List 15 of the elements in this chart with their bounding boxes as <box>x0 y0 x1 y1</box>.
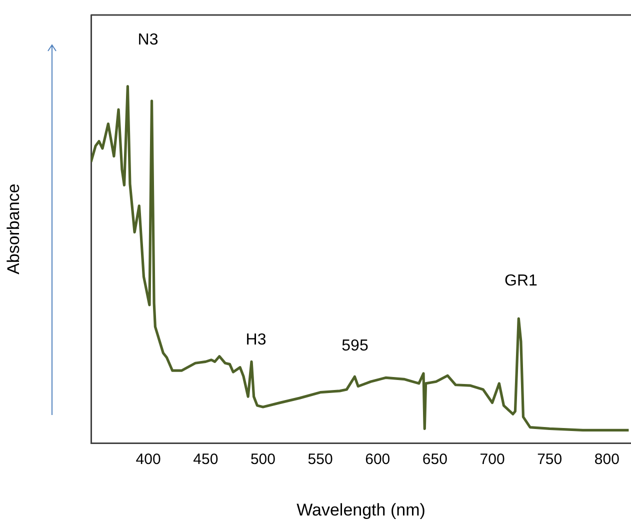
x-axis-title: Wavelength (nm) <box>296 500 426 520</box>
x-tick-label: 550 <box>308 451 333 468</box>
x-tick-label: 400 <box>136 451 161 468</box>
x-tick-label: 600 <box>365 451 390 468</box>
x-tick-label: 450 <box>193 451 218 468</box>
x-tick-label: 650 <box>422 451 448 468</box>
x-tick-label: 500 <box>250 451 276 468</box>
annotation: GR1 <box>504 272 538 290</box>
y-axis-title: Absorbance <box>4 184 23 274</box>
annotation: 595 <box>342 337 368 354</box>
annotation: H3 <box>246 331 266 348</box>
text: N3 <box>138 31 158 48</box>
x-tick-label: 750 <box>537 451 562 468</box>
x-tick-label: 800 <box>594 451 620 468</box>
x-tick-label: 700 <box>480 451 505 468</box>
